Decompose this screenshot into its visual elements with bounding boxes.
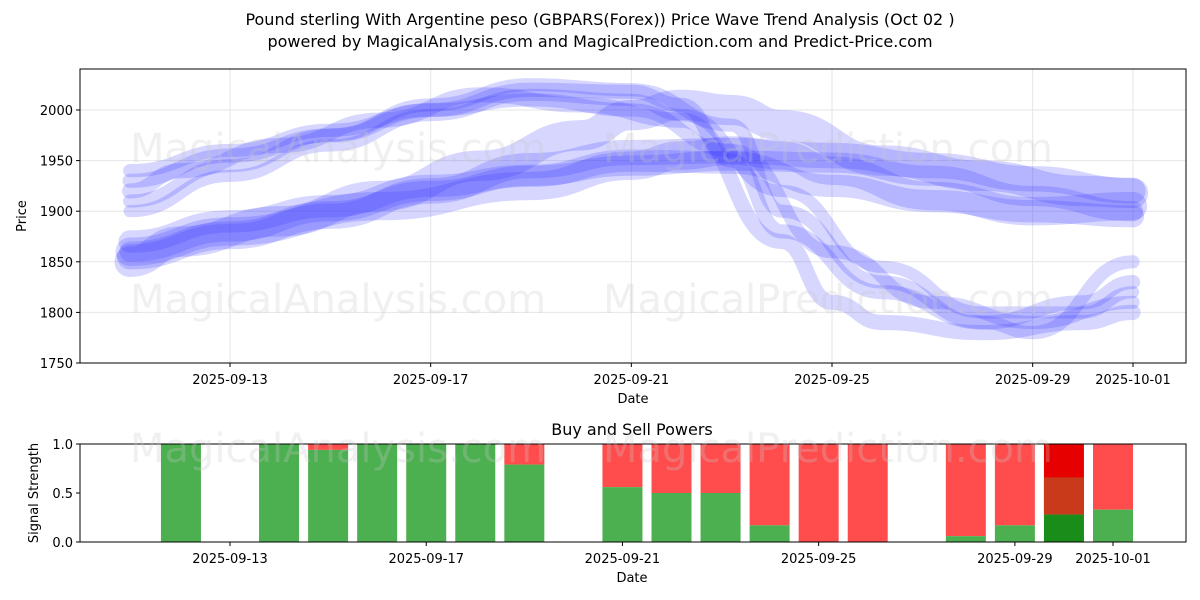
watermark-prediction-1: MagicalPrediction.com [603, 126, 1053, 172]
buy-power-bar [1043, 514, 1084, 542]
signal-bar-6 [504, 444, 545, 542]
price-y-tick-label-4: 1950 [40, 155, 73, 170]
sell-power-bar [1093, 444, 1133, 510]
signal-y-tick-label-2: 1.0 [52, 438, 73, 453]
signal-bar-4 [406, 444, 447, 542]
signal-bar-0 [160, 444, 201, 542]
wave-band-1 [115, 136, 1148, 266]
signal-bar-14 [994, 444, 1035, 542]
wave-band-5 [122, 87, 1141, 341]
price-x-label: Date [617, 392, 648, 407]
watermark-analysis-2: MagicalAnalysis.com [130, 277, 546, 323]
wave-band-4 [119, 150, 1144, 262]
sell-power-bar [749, 444, 790, 526]
watermark-analysis-1: MagicalAnalysis.com [130, 126, 546, 172]
sell-power-bar [847, 444, 888, 542]
signal-x-tick-label-0: 2025-09-13 [192, 552, 268, 567]
signal-bar-16 [1093, 444, 1133, 542]
price-x-tick-label-4: 2025-09-29 [995, 373, 1071, 388]
signal-bar-10 [749, 444, 790, 542]
price-waves [114, 78, 1149, 341]
wave-band-7 [123, 78, 1140, 340]
buy-power-bar [945, 536, 986, 542]
signal-x-label: Date [616, 571, 647, 586]
signal-bar-8 [651, 444, 692, 542]
buy-power-bar [504, 464, 545, 542]
wave-band-6 [122, 82, 1141, 330]
signal-bar-12 [847, 444, 888, 542]
signal-bar-9 [700, 444, 741, 542]
signal-x-ticks: 2025-09-13 2025-09-17 2025-09-21 2025-09-25… [192, 542, 1151, 567]
buy-power-bar [994, 525, 1035, 542]
signal-bar-2 [308, 444, 349, 542]
signal-x-tick-label-3: 2025-09-25 [781, 552, 857, 567]
signal-bar-7 [602, 444, 643, 542]
buy-power-bar [651, 493, 692, 542]
price-x-tick-label-5: 2025-10-01 [1095, 373, 1171, 388]
sell-power-bar [994, 444, 1035, 526]
buy-power-bar [455, 444, 496, 542]
buy-power-bar [259, 444, 300, 542]
wave-band-8 [123, 93, 1140, 330]
price-x-tick-label-0: 2025-09-13 [192, 373, 268, 388]
signal-x-tick-label-1: 2025-09-17 [388, 552, 464, 567]
buy-power-bar [602, 487, 643, 542]
price-x-tick-label-2: 2025-09-21 [594, 373, 670, 388]
sell-power-bar [602, 444, 643, 488]
price-y-tick-label-1: 1800 [40, 306, 73, 321]
wave-band-3 [118, 149, 1145, 253]
sell-power-bar [798, 444, 839, 542]
price-y-tick-label-0: 1750 [40, 357, 73, 372]
price-x-tick-label-3: 2025-09-25 [794, 373, 870, 388]
buy-power-bar [700, 493, 741, 542]
sell-power-bar [504, 444, 545, 465]
price-plot-frame [79, 68, 1187, 364]
signal-bar-1 [259, 444, 300, 542]
watermarks: MagicalAnalysis.com MagicalPrediction.co… [130, 126, 1053, 472]
signal-title: Buy and Sell Powers [551, 420, 713, 439]
signal-y-tick-label-0: 0.0 [52, 536, 73, 551]
sell-power-bar [945, 444, 986, 537]
wave-band-0 [114, 89, 1149, 277]
chart-title-line1: Pound sterling With Argentine peso (GBPA… [245, 10, 954, 29]
watermark-prediction-2: MagicalPrediction.com [603, 277, 1053, 323]
signal-x-tick-label-5: 2025-10-01 [1075, 552, 1151, 567]
sell-power-overlap [1043, 477, 1084, 515]
buy-power-bar [357, 444, 398, 542]
price-x-tick-label-1: 2025-09-17 [393, 373, 469, 388]
watermark-prediction-3: MagicalPrediction.com [603, 426, 1053, 472]
watermark-analysis-3: MagicalAnalysis.com [130, 426, 546, 472]
buy-power-bar [406, 444, 447, 542]
wave-band-2 [117, 137, 1146, 270]
buy-power-bar [749, 525, 790, 542]
sell-power-bar [308, 444, 349, 450]
sell-power-bar [651, 444, 692, 493]
buy-power-bar [308, 449, 349, 542]
buy-power-bar [1093, 509, 1133, 542]
sell-power-bar [700, 444, 741, 493]
signal-bar-13 [945, 444, 986, 542]
price-y-label: Price [15, 200, 30, 232]
signal-x-tick-label-4: 2025-09-29 [977, 552, 1053, 567]
signal-y-tick-label-1: 0.5 [52, 487, 73, 502]
signal-y-ticks: 0.0 0.5 1.0 [52, 438, 80, 551]
price-y-tick-label-5: 2000 [40, 104, 73, 119]
signal-bar-15 [1043, 444, 1084, 542]
price-y-tick-label-3: 1900 [40, 205, 73, 220]
signal-x-tick-label-2: 2025-09-21 [585, 552, 661, 567]
signal-bar-5 [455, 444, 496, 542]
signal-panel: Buy and Sell Powers 0.0 0.5 1.0 2025-09-13… [27, 420, 1187, 586]
signal-bar-11 [798, 444, 839, 542]
signal-bars [160, 444, 1133, 542]
chart-title-line2: powered by MagicalAnalysis.com and Magic… [267, 32, 932, 51]
wave-band-9 [123, 88, 1140, 319]
price-x-ticks: 2025-09-13 2025-09-17 2025-09-21 2025-09-25… [192, 363, 1171, 388]
price-y-tick-label-2: 1850 [40, 256, 73, 271]
signal-y-label: Signal Strength [27, 443, 42, 543]
buy-power-bar [160, 444, 201, 542]
price-y-ticks: 1750 1800 1850 1900 1950 2000 [40, 104, 80, 372]
signal-bar-3 [357, 444, 398, 542]
